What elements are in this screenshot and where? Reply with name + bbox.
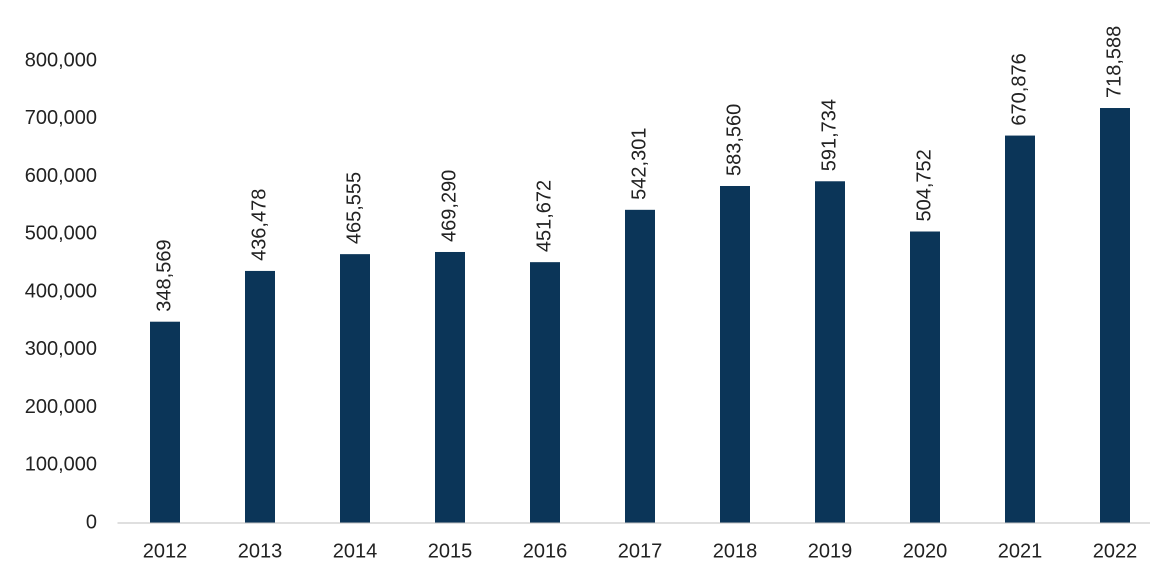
x-tick-label: 2021 (998, 540, 1043, 562)
value-label: 465,555 (343, 172, 365, 244)
x-tick-label: 2016 (523, 540, 568, 562)
y-tick-label: 200,000 (25, 396, 97, 418)
value-label: 469,290 (438, 170, 460, 242)
x-tick-label: 2020 (903, 540, 948, 562)
bar (720, 185, 750, 524)
x-tick-label: 2018 (713, 540, 758, 562)
bar (1100, 108, 1130, 523)
value-label: 583,560 (723, 104, 745, 176)
value-label: 718,588 (1103, 26, 1125, 98)
x-tick-label: 2013 (238, 540, 283, 562)
value-label: 451,672 (533, 180, 555, 252)
value-label: 348,569 (153, 239, 175, 311)
x-tick-label: 2012 (143, 540, 188, 562)
x-tick-label: 2015 (428, 540, 473, 562)
y-tick-label: 100,000 (25, 454, 97, 476)
bar (1005, 135, 1035, 524)
value-label: 670,876 (1008, 53, 1030, 125)
bar (625, 209, 655, 523)
y-tick-label: 300,000 (25, 338, 97, 360)
y-tick-label: 600,000 (25, 165, 97, 187)
y-tick-label: 500,000 (25, 223, 97, 245)
x-tick-label: 2022 (1093, 540, 1138, 562)
bar (340, 254, 370, 524)
bar (815, 181, 845, 523)
value-label: 591,734 (818, 99, 840, 171)
x-tick-label: 2019 (808, 540, 853, 562)
y-tick-label: 0 (86, 511, 97, 533)
bar (435, 251, 465, 523)
bar (530, 262, 560, 523)
bar (910, 231, 940, 523)
bar (245, 270, 275, 523)
value-label: 542,301 (628, 128, 650, 200)
bar (150, 321, 180, 523)
y-tick-label: 700,000 (25, 107, 97, 129)
y-tick-label: 400,000 (25, 280, 97, 302)
x-tick-label: 2017 (618, 540, 663, 562)
y-tick-label: 800,000 (25, 49, 97, 71)
x-tick-label: 2014 (333, 540, 378, 562)
value-label: 504,752 (913, 149, 935, 221)
value-label: 436,478 (248, 189, 270, 261)
